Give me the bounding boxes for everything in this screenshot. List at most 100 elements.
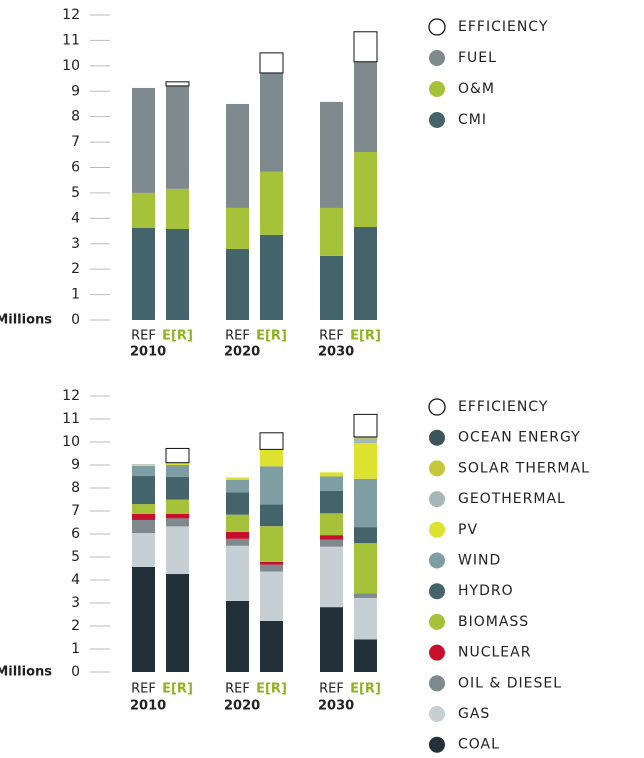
legend-label: NUCLEAR [458,645,531,661]
bar-segment [320,535,343,540]
bar-segment [165,447,190,464]
legend-label: PV [458,522,478,538]
bar-segment [132,504,155,514]
y-tick-label: 7 [71,134,80,150]
y-tick-label: 9 [71,83,80,99]
bar-segment [166,188,189,230]
y-tick-label: 2 [71,261,80,277]
y-tick-label: 12 [62,7,80,23]
bar-segment [166,476,189,500]
bar-segment [354,61,377,152]
group-label: 2020 [224,699,260,714]
legend-swatch [429,706,445,722]
bar-segment [132,566,155,672]
y-tick-label: 2 [71,618,80,634]
legend-swatch [429,675,445,692]
bar-segment [320,539,343,547]
bar-segment [354,443,377,479]
bar-segment [132,464,155,465]
bar-segment [259,52,284,74]
bar-segment [132,465,155,477]
y-tick-label: 3 [71,595,80,611]
bar-segment [320,207,343,256]
bar-segment [166,85,189,189]
bar-segment [320,490,343,514]
y-tick-label: 10 [62,58,80,74]
bar-segment [354,438,377,444]
y-tick-label: 1 [71,287,80,303]
bar-segment [132,513,155,520]
group-label: 2030 [318,699,354,714]
bar-segment [226,477,249,480]
x-tick-label: E[R] [162,682,193,697]
legend-swatch [428,398,446,416]
group-label: 2020 [224,345,260,360]
bar-segment [226,545,249,601]
legend-swatch [429,81,445,97]
y-tick-label: 8 [71,109,80,125]
bar-segment [226,103,249,208]
bar-segment [165,81,190,87]
bar-segment [226,492,249,515]
bar-segment [354,593,377,598]
legend-swatch [429,50,445,66]
bar-segment [320,546,343,608]
bar-segment [354,437,377,439]
legend-swatch [429,491,445,508]
legend-swatch [429,644,445,661]
bar-segment [354,226,377,320]
y-axis-label: Millions [0,313,52,328]
x-tick-label: E[R] [162,329,193,344]
y-axis-label: Millions [0,665,52,680]
bar-segment [132,519,155,534]
bar-segment [226,207,249,249]
bar-segment [226,538,249,546]
legend-swatch [429,460,445,477]
x-tick-label: REF [225,682,250,697]
legend-label: COAL [458,737,500,753]
bar-segment [166,574,189,672]
bar-segment [353,31,378,63]
bar-segment [354,478,377,528]
y-tick-label: 4 [71,572,80,588]
x-tick-label: REF [131,682,156,697]
bar-segment [260,171,283,235]
legend-swatch [429,521,445,538]
y-tick-label: 1 [71,641,80,657]
bar-segment [166,518,189,527]
y-tick-label: 7 [71,503,80,519]
y-tick-label: 5 [71,549,80,565]
y-tick-label: 10 [62,434,80,450]
y-tick-label: 4 [71,210,80,226]
legend-swatch [429,552,445,569]
bar-segment [132,192,155,228]
legend-label: EFFICIENCY [458,399,548,415]
y-tick-label: 3 [71,236,80,252]
bar-segment [354,597,377,640]
legend-label: OIL & DIESEL [458,675,562,691]
y-tick-label: 5 [71,185,80,201]
bar-segment [166,499,189,514]
group-label: 2030 [318,345,354,360]
bar-segment [132,476,155,505]
legend-swatch [429,429,445,446]
legend-label: OCEAN ENERGY [458,430,581,446]
y-tick-label: 8 [71,480,80,496]
bar-segment [166,513,189,519]
bar-segment [320,101,343,208]
bar-segment [260,72,283,172]
legend-label: HYDRO [458,583,514,599]
bar-segment [320,476,343,491]
y-tick-label: 12 [62,388,80,404]
x-tick-label: E[R] [256,329,287,344]
x-tick-label: REF [225,329,250,344]
bar-segment [260,504,283,527]
bar-segment [259,432,284,450]
bar-segment [226,514,249,532]
y-tick-label: 11 [62,411,80,427]
bar-segment [320,472,343,477]
legend-label: GAS [458,706,490,722]
bar-segment [260,564,283,572]
bar-segment [132,227,155,320]
bar-segment [132,533,155,567]
